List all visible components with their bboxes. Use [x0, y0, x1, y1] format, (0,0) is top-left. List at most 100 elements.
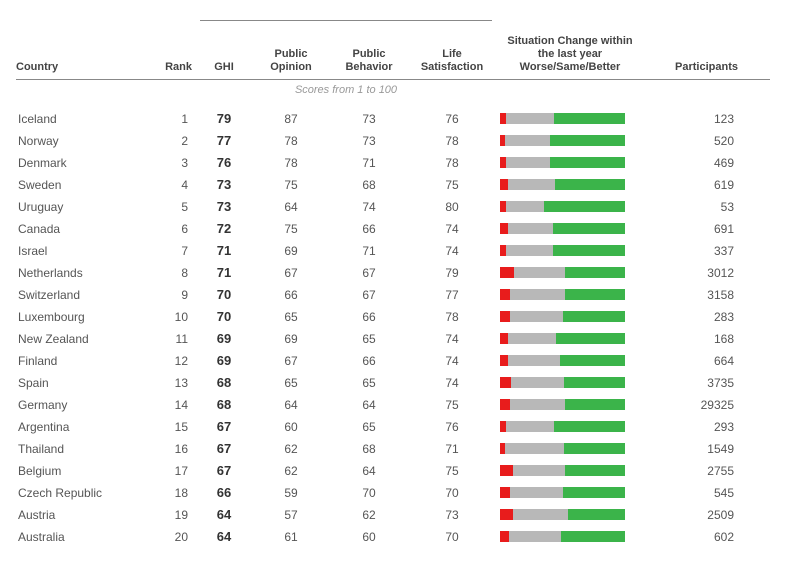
bar-better [563, 311, 626, 322]
score-group-rule-row [16, 20, 770, 23]
bar-better [544, 201, 625, 212]
opinion-cell: 61 [256, 530, 326, 544]
country-cell: Netherlands [16, 266, 136, 280]
situation-bar [500, 157, 640, 168]
situation-bar [500, 179, 640, 190]
life-cell: 76 [412, 112, 492, 126]
behavior-cell: 66 [334, 310, 404, 324]
opinion-cell: 57 [256, 508, 326, 522]
behavior-cell: 71 [334, 244, 404, 258]
participants-cell: 3735 [648, 376, 738, 390]
behavior-cell: 64 [334, 464, 404, 478]
rank-cell: 2 [144, 134, 192, 148]
ghi-cell: 70 [200, 287, 248, 302]
bar-same [508, 355, 561, 366]
opinion-cell: 66 [256, 288, 326, 302]
opinion-cell: 59 [256, 486, 326, 500]
participants-cell: 664 [648, 354, 738, 368]
table-row: Austria19645762732509 [16, 504, 770, 526]
life-cell: 74 [412, 222, 492, 236]
participants-cell: 3012 [648, 266, 738, 280]
score-group-rule [200, 20, 492, 21]
col-change: Situation Change within the last year Wo… [500, 35, 640, 75]
col-ghi: GHI [200, 61, 248, 74]
table-row: Denmark376787178469 [16, 152, 770, 174]
behavior-cell: 66 [334, 354, 404, 368]
life-cell: 78 [412, 156, 492, 170]
ranking-table: Country Rank GHI Public Opinion Public B… [16, 20, 770, 548]
table-row: Spain13686565743735 [16, 372, 770, 394]
bar-better [550, 135, 625, 146]
country-cell: Norway [16, 134, 136, 148]
participants-cell: 2509 [648, 508, 738, 522]
life-cell: 75 [412, 178, 492, 192]
table-row: Sweden473756875619 [16, 174, 770, 196]
bar-worse [500, 399, 510, 410]
col-opinion: Public Opinion [256, 48, 326, 74]
rank-cell: 19 [144, 508, 192, 522]
rank-cell: 6 [144, 222, 192, 236]
bar-same [510, 399, 565, 410]
bar-same [509, 531, 562, 542]
life-cell: 74 [412, 244, 492, 258]
bar-same [511, 377, 564, 388]
ghi-cell: 77 [200, 133, 248, 148]
participants-cell: 619 [648, 178, 738, 192]
ghi-cell: 79 [200, 111, 248, 126]
rank-cell: 12 [144, 354, 192, 368]
country-cell: Denmark [16, 156, 136, 170]
bar-better [555, 179, 625, 190]
country-cell: Belgium [16, 464, 136, 478]
life-cell: 70 [412, 530, 492, 544]
country-cell: Uruguay [16, 200, 136, 214]
participants-cell: 602 [648, 530, 738, 544]
bar-better [564, 443, 625, 454]
life-cell: 77 [412, 288, 492, 302]
situation-bar [500, 531, 640, 542]
bar-better [553, 223, 626, 234]
country-cell: Austria [16, 508, 136, 522]
table-row: Australia2064616070602 [16, 526, 770, 548]
opinion-cell: 67 [256, 354, 326, 368]
table-row: Netherlands8716767793012 [16, 262, 770, 284]
ghi-cell: 72 [200, 221, 248, 236]
life-cell: 79 [412, 266, 492, 280]
opinion-cell: 64 [256, 200, 326, 214]
score-note: Scores from 1 to 100 [200, 84, 492, 96]
participants-cell: 283 [648, 310, 738, 324]
bar-same [506, 421, 554, 432]
country-cell: Canada [16, 222, 136, 236]
ghi-cell: 64 [200, 507, 248, 522]
bar-worse [500, 179, 508, 190]
behavior-cell: 65 [334, 420, 404, 434]
country-cell: Czech Republic [16, 486, 136, 500]
situation-bar [500, 443, 640, 454]
situation-bar [500, 245, 640, 256]
life-cell: 71 [412, 442, 492, 456]
bar-better [565, 267, 625, 278]
table-row: Israel771697174337 [16, 240, 770, 262]
table-row: Germany146864647529325 [16, 394, 770, 416]
table-row: Czech Republic1866597070545 [16, 482, 770, 504]
opinion-cell: 78 [256, 134, 326, 148]
ghi-cell: 64 [200, 529, 248, 544]
participants-cell: 691 [648, 222, 738, 236]
opinion-cell: 64 [256, 398, 326, 412]
bar-same [505, 443, 564, 454]
life-cell: 74 [412, 332, 492, 346]
opinion-cell: 69 [256, 332, 326, 346]
country-cell: Germany [16, 398, 136, 412]
country-cell: Switzerland [16, 288, 136, 302]
bar-better [554, 113, 625, 124]
opinion-cell: 69 [256, 244, 326, 258]
rank-cell: 13 [144, 376, 192, 390]
situation-bar [500, 355, 640, 366]
bar-same [513, 465, 566, 476]
participants-cell: 29325 [648, 398, 738, 412]
situation-bar [500, 509, 640, 520]
situation-bar [500, 113, 640, 124]
ghi-cell: 68 [200, 375, 248, 390]
participants-cell: 2755 [648, 464, 738, 478]
bar-worse [500, 223, 508, 234]
behavior-cell: 65 [334, 332, 404, 346]
